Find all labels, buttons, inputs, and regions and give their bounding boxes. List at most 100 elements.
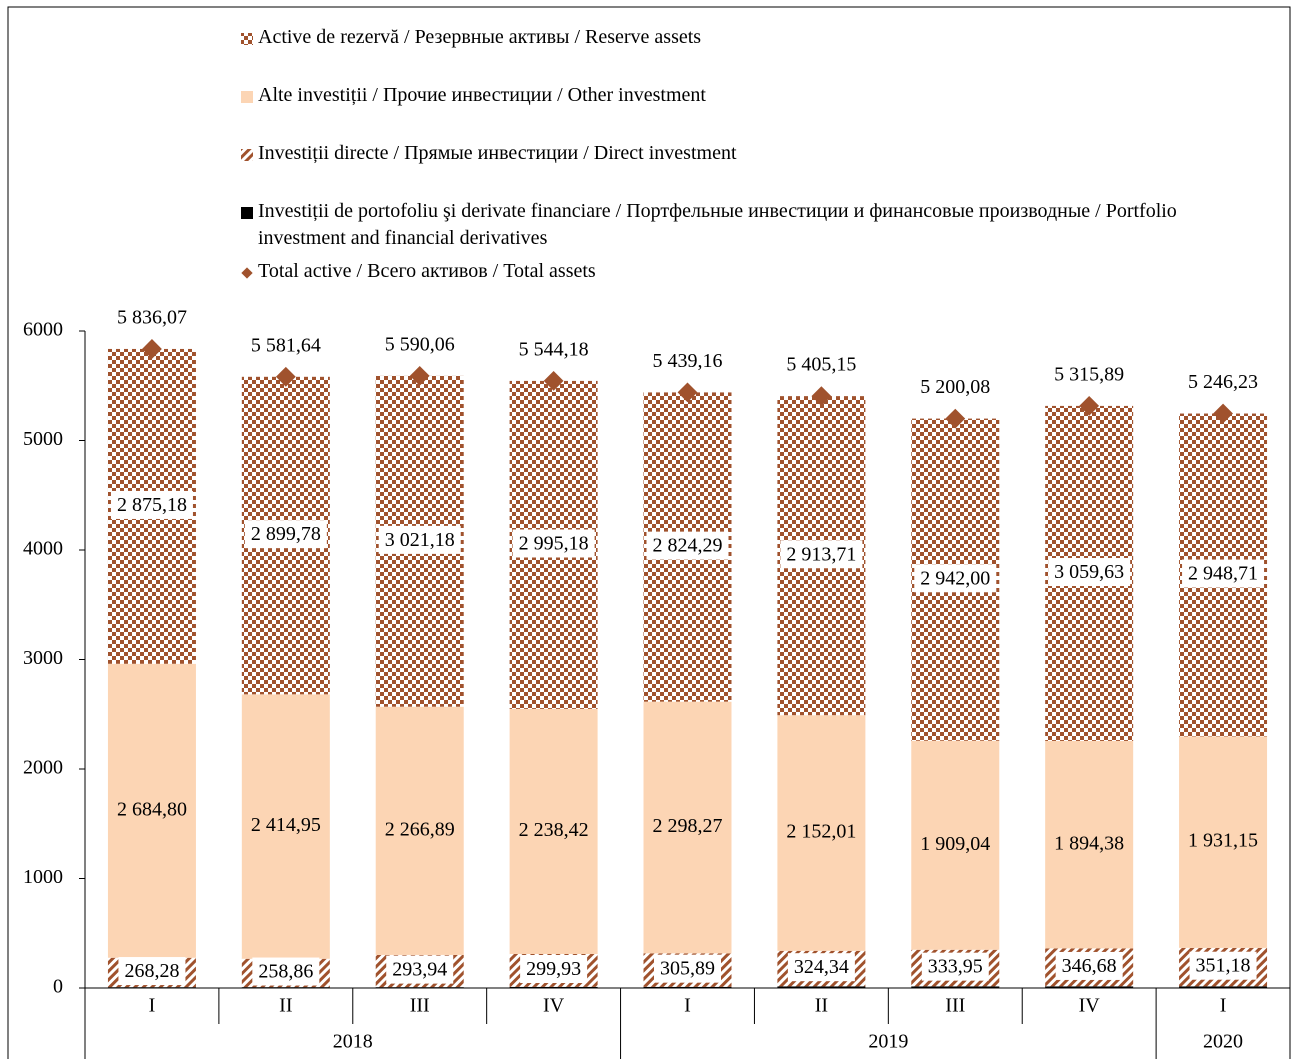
- legend: Active de rezervă / Резервные активы / R…: [240, 24, 1200, 316]
- value-label-box: [520, 955, 588, 984]
- group-label: 2020: [1203, 1031, 1243, 1053]
- y-tick-label: 1000: [23, 866, 63, 888]
- legend-marker: [241, 91, 253, 103]
- bar-segment: [911, 986, 1000, 988]
- legend-item: Investiții de portofoliu şi derivate fin…: [240, 198, 1200, 252]
- total-marker: [142, 339, 162, 359]
- value-label-group: 2 266,89: [385, 818, 455, 840]
- value-label-group: 3 059,63: [1048, 558, 1131, 587]
- legend-item: Active de rezervă / Резервные активы / R…: [240, 24, 1200, 51]
- legend-item: Total active / Всего активов / Total ass…: [240, 258, 1200, 285]
- x-tick-label: IV: [1079, 995, 1101, 1017]
- legend-label: Total active / Всего активов / Total ass…: [258, 260, 596, 282]
- bar-segment: [1045, 986, 1134, 988]
- x-tick-label: IV: [543, 995, 565, 1017]
- x-tick-label: III: [410, 995, 430, 1017]
- value-label-box: [244, 520, 327, 549]
- value-label-group: 293,94: [386, 955, 454, 984]
- value-label: 2 238,42: [519, 819, 589, 841]
- y-tick-label: 6000: [23, 319, 63, 341]
- total-label: 5 590,06: [385, 333, 455, 355]
- value-label: 3 059,63: [1054, 561, 1124, 583]
- legend-item: Investiții directe / Прямые инвестиции /…: [240, 140, 1200, 167]
- y-tick-label: 0: [53, 976, 63, 998]
- total-label: 5 544,18: [519, 339, 589, 361]
- total-label: 5 246,23: [1188, 371, 1258, 393]
- group-label: 2018: [333, 1031, 373, 1053]
- value-label-group: 2 899,78: [244, 520, 327, 549]
- bar-segment: [241, 987, 330, 988]
- value-label: 1 894,38: [1054, 832, 1124, 854]
- value-label-box: [252, 957, 320, 986]
- value-label-box: [654, 954, 721, 983]
- bar-segment: [777, 715, 866, 951]
- value-label-box: [1189, 951, 1257, 980]
- bar-segment: [241, 694, 330, 959]
- bar-segment: [1045, 740, 1134, 949]
- value-label: 2 824,29: [653, 535, 723, 557]
- x-tick-label: I: [1220, 995, 1227, 1017]
- value-label-group: 2 875,18: [110, 490, 193, 519]
- value-label-group: 2 238,42: [519, 819, 589, 841]
- value-label-group: 2 152,01: [786, 821, 856, 843]
- y-tick-label: 2000: [23, 757, 63, 779]
- value-label-box: [386, 955, 454, 984]
- value-label: 1 909,04: [920, 833, 990, 855]
- value-label: 3 021,18: [385, 529, 455, 551]
- x-tick-label: II: [279, 995, 292, 1017]
- total-marker: [275, 366, 296, 387]
- value-label-box: [787, 953, 855, 982]
- value-label: 2 414,95: [251, 814, 321, 836]
- value-label-group: 299,93: [520, 955, 588, 984]
- value-label-box: [118, 957, 186, 986]
- y-tick-label: 3000: [23, 647, 63, 669]
- value-label-box: [921, 952, 989, 981]
- value-label-group: 2 948,71: [1182, 559, 1265, 588]
- value-label-group: 2 298,27: [653, 815, 723, 837]
- y-tick-label: 4000: [23, 538, 63, 560]
- value-label: 351,18: [1196, 955, 1251, 977]
- value-label: 346,68: [1062, 955, 1117, 977]
- total-label: 5 581,64: [251, 334, 321, 356]
- value-label-group: 258,86: [252, 957, 320, 986]
- total-marker: [1213, 403, 1233, 424]
- x-tick-label: I: [149, 995, 156, 1017]
- group-label: 2019: [868, 1031, 908, 1053]
- bar-segment: [107, 987, 196, 988]
- value-label-box: [512, 529, 595, 558]
- value-label-group: 346,68: [1055, 951, 1123, 980]
- value-label-box: [378, 525, 461, 554]
- value-label-box: [1182, 559, 1265, 588]
- value-label-group: 333,95: [921, 952, 989, 981]
- value-label-box: [1048, 558, 1131, 587]
- bar-segment: [509, 708, 598, 954]
- value-label-box: [110, 490, 193, 519]
- legend-marker: [241, 33, 253, 45]
- legend-item: Alte investiții / Прочие инвестиции / Ot…: [240, 82, 1200, 109]
- value-label: 305,89: [660, 958, 715, 980]
- legend-marker: [241, 149, 253, 161]
- total-label: 5 405,15: [786, 354, 856, 376]
- value-label-box: [646, 531, 729, 560]
- value-label: 324,34: [794, 956, 849, 978]
- value-label: 2 899,78: [251, 523, 321, 545]
- value-label-box: [780, 540, 863, 569]
- total-marker: [811, 386, 832, 407]
- value-label: 2 948,71: [1188, 563, 1258, 585]
- total-label: 5 315,89: [1054, 364, 1124, 386]
- legend-marker: [241, 207, 253, 219]
- bar-segment: [643, 701, 732, 954]
- value-label-group: 305,89: [654, 954, 721, 983]
- value-label-group: 2 913,71: [780, 540, 863, 569]
- value-label-group: 1 909,04: [920, 833, 990, 855]
- bar-segment: [643, 986, 732, 988]
- bar-segment: [777, 986, 866, 988]
- x-tick-label: II: [815, 995, 828, 1017]
- legend-label: Alte investiții / Прочие инвестиции / Ot…: [258, 84, 706, 106]
- total-label: 5 836,07: [117, 307, 187, 329]
- total-marker: [945, 408, 966, 429]
- bar-segment: [1179, 986, 1268, 988]
- value-label-group: 1 931,15: [1188, 830, 1258, 852]
- value-label-group: 268,28: [118, 957, 186, 986]
